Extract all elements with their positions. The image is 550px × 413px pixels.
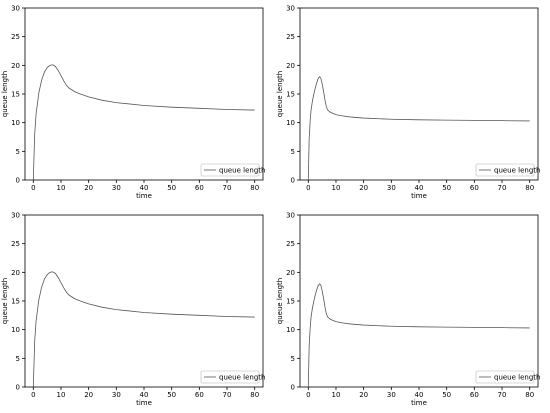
y-tick-label: 10: [286, 326, 295, 334]
y-tick-label: 25: [11, 33, 20, 41]
x-tick-label: 50: [442, 391, 451, 399]
y-tick-label: 0: [291, 384, 295, 392]
x-tick-label: 50: [442, 184, 451, 192]
plot-frame: [24, 7, 264, 181]
y-tick-label: 5: [16, 355, 20, 363]
x-tick-label: 60: [195, 184, 204, 192]
x-tick-label: 50: [167, 184, 176, 192]
legend-label: queue length: [219, 374, 265, 382]
y-tick-label: 0: [16, 384, 20, 392]
x-tick-label: 80: [525, 184, 534, 192]
x-tick-label: 70: [498, 391, 507, 399]
plot-frame: [24, 214, 264, 388]
legend-box: [200, 163, 260, 177]
x-tick-label: 60: [195, 391, 204, 399]
y-tick-label: 20: [286, 269, 295, 277]
x-axis-label: time: [136, 192, 152, 200]
plot-frame: [299, 7, 539, 181]
chart-svg: 0 10 20 30 40 50 60 70 80 0 5 10 15 20 25 30 time queue l…: [276, 212, 540, 408]
y-tick-label: 15: [286, 298, 295, 306]
series-line: [32, 271, 255, 388]
x-tick-label: 60: [470, 184, 479, 192]
y-tick-label: 5: [16, 148, 20, 156]
x-tick-label: 80: [525, 391, 534, 399]
x-tick-label: 10: [57, 391, 66, 399]
x-tick-label: 70: [223, 391, 232, 399]
x-tick-label: 80: [250, 184, 259, 192]
plot-frame: [299, 214, 539, 388]
x-tick-label: 0: [31, 391, 35, 399]
x-tick-label: 30: [387, 391, 396, 399]
y-tick-label: 20: [11, 62, 20, 70]
legend-box: [200, 370, 260, 384]
x-tick-label: 0: [31, 184, 35, 192]
series-line: [307, 76, 530, 181]
chart-panel-bottom-right: 0 10 20 30 40 50 60 70 80 0 5 10 15 20 25 30 time queue l…: [275, 207, 550, 413]
x-axis-label: time: [411, 399, 427, 407]
legend-box: [475, 163, 535, 177]
legend-label: queue length: [494, 374, 540, 382]
y-tick-label: 25: [286, 33, 295, 41]
chart-panel-top-right: 0 10 20 30 40 50 60 70 80 0 5 10 15 20 25 30 time queue l…: [275, 0, 550, 206]
x-tick-label: 30: [387, 184, 396, 192]
y-axis-label: queue length: [1, 71, 9, 117]
x-tick-label: 30: [112, 391, 121, 399]
x-tick-label: 20: [84, 184, 93, 192]
y-tick-label: 15: [11, 298, 20, 306]
legend-box: [475, 370, 535, 384]
y-tick-label: 10: [286, 119, 295, 127]
x-tick-label: 20: [84, 391, 93, 399]
x-tick-label: 10: [332, 391, 341, 399]
x-tick-label: 10: [57, 184, 66, 192]
y-tick-label: 30: [286, 212, 295, 220]
chart-svg: 0 10 20 30 40 50 60 70 80 0 5 10 15 20 25 30 time queue l…: [1, 212, 265, 408]
chart-panel-bottom-left: 0 10 20 30 40 50 60 70 80 0 5 10 15 20 25 30 time queue l…: [0, 207, 275, 413]
y-tick-label: 5: [291, 148, 295, 156]
y-tick-label: 15: [286, 91, 295, 99]
y-tick-label: 0: [16, 177, 20, 185]
legend-label: queue length: [219, 167, 265, 175]
x-tick-label: 50: [167, 391, 176, 399]
chart-svg: 0 10 20 30 40 50 60 70 80 0 5 10 15 20 25 30 time queue l…: [276, 5, 540, 201]
legend-label: queue length: [494, 167, 540, 175]
y-tick-label: 25: [286, 240, 295, 248]
x-tick-label: 70: [498, 184, 507, 192]
x-tick-label: 70: [223, 184, 232, 192]
x-tick-label: 30: [112, 184, 121, 192]
y-tick-label: 15: [11, 91, 20, 99]
x-axis-label: time: [136, 399, 152, 407]
series-line: [32, 64, 255, 181]
chart-svg: 0 10 20 30 40 50 60 70 80 0 5 10 15 20 25 30 time queue l…: [1, 5, 265, 201]
x-tick-label: 0: [306, 391, 310, 399]
y-tick-label: 30: [11, 212, 20, 220]
x-tick-label: 0: [306, 184, 310, 192]
x-tick-label: 20: [359, 184, 368, 192]
x-tick-label: 20: [359, 391, 368, 399]
y-tick-label: 20: [286, 62, 295, 70]
y-tick-label: 10: [11, 326, 20, 334]
x-tick-label: 80: [250, 391, 259, 399]
y-axis-label: queue length: [276, 278, 284, 324]
series-line: [307, 283, 530, 388]
y-tick-label: 25: [11, 240, 20, 248]
y-tick-label: 20: [11, 269, 20, 277]
x-tick-label: 40: [415, 391, 424, 399]
y-tick-label: 30: [11, 5, 20, 13]
x-tick-label: 10: [332, 184, 341, 192]
y-tick-label: 10: [11, 119, 20, 127]
x-tick-label: 40: [140, 184, 149, 192]
y-tick-label: 5: [291, 355, 295, 363]
y-axis-label: queue length: [1, 278, 9, 324]
y-tick-label: 30: [286, 5, 295, 13]
y-tick-label: 0: [291, 177, 295, 185]
x-tick-label: 40: [415, 184, 424, 192]
y-axis-label: queue length: [276, 71, 284, 117]
x-axis-label: time: [411, 192, 427, 200]
x-tick-label: 60: [470, 391, 479, 399]
chart-panel-top-left: 0 10 20 30 40 50 60 70 80 0 5 10 15 20 25 30 time queue l…: [0, 0, 275, 206]
x-tick-label: 40: [140, 391, 149, 399]
